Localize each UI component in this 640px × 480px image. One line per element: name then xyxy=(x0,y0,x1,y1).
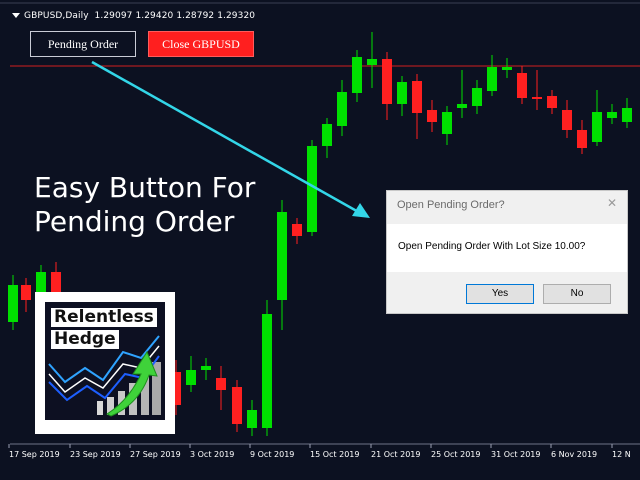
time-axis-label: 31 Oct 2019 xyxy=(491,450,541,459)
dialog-close-icon[interactable]: ✕ xyxy=(606,196,617,210)
bull-candle xyxy=(607,104,617,124)
time-axis-label: 23 Sep 2019 xyxy=(70,450,121,459)
time-axis: 17 Sep 2019 23 Sep 2019 27 Sep 2019 3 Oct 2… xyxy=(0,443,640,480)
bear-candle xyxy=(216,366,226,410)
bull-candle xyxy=(487,55,497,96)
logo-artwork: Relentless Hedge xyxy=(45,302,165,420)
dropdown-triangle-icon[interactable] xyxy=(12,13,20,18)
bull-candle xyxy=(367,32,377,88)
bull-candle xyxy=(337,80,347,136)
logo-word-hedge: Hedge xyxy=(51,330,119,349)
dialog-message: Open Pending Order With Lot Size 10.00? xyxy=(398,241,586,252)
bull-candle xyxy=(247,400,257,436)
logo-graph-icon xyxy=(48,335,161,417)
bull-candle xyxy=(262,300,272,436)
bull-candle xyxy=(8,275,18,330)
chart-title: GBPUSD,Daily 1.29097 1.29420 1.28792 1.2… xyxy=(12,11,255,21)
bull-candle xyxy=(622,98,632,128)
dialog-body: Open Pending Order With Lot Size 10.00? xyxy=(387,224,627,272)
open-pending-order-dialog: Open Pending Order? ✕ Open Pending Order… xyxy=(386,190,628,314)
bull-candle xyxy=(472,80,482,114)
close-gbpusd-button[interactable]: Close GBPUSD xyxy=(148,31,254,57)
axis-ticks xyxy=(8,443,640,448)
bear-candle xyxy=(427,100,437,132)
bull-candle xyxy=(201,358,211,380)
time-axis-label: 3 Oct 2019 xyxy=(190,450,235,459)
relentless-hedge-logo: Relentless Hedge xyxy=(35,292,175,434)
time-axis-label: 6 Nov 2019 xyxy=(551,450,598,459)
bear-candle xyxy=(547,90,557,114)
bear-candle xyxy=(577,120,587,154)
bull-candle xyxy=(397,76,407,116)
bear-candle xyxy=(532,70,542,110)
bull-candle xyxy=(502,58,512,78)
bear-candle xyxy=(292,218,302,244)
time-axis-label: 15 Oct 2019 xyxy=(310,450,360,459)
bull-candle xyxy=(442,106,452,145)
yes-button[interactable]: Yes xyxy=(466,284,534,304)
time-axis-label: 27 Sep 2019 xyxy=(130,450,181,459)
time-axis-label: 12 N xyxy=(612,450,631,459)
bull-candle xyxy=(457,70,467,118)
promo-caption: Easy Button For Pending Order xyxy=(34,171,256,238)
candles xyxy=(8,32,632,436)
bear-candle xyxy=(517,66,527,104)
no-button[interactable]: No xyxy=(543,284,611,304)
pending-order-button[interactable]: Pending Order xyxy=(30,31,136,57)
dialog-title: Open Pending Order? xyxy=(397,199,505,211)
bear-candle xyxy=(171,360,181,415)
bull-candle xyxy=(277,200,287,330)
bull-candle xyxy=(186,356,196,392)
time-axis-label: 21 Oct 2019 xyxy=(371,450,421,459)
annotation-arrow xyxy=(91,60,370,218)
bull-candle xyxy=(307,140,317,236)
bear-candle xyxy=(232,380,242,432)
time-axis-label: 9 Oct 2019 xyxy=(250,450,295,459)
bear-candle xyxy=(21,278,31,312)
time-axis-label: 17 Sep 2019 xyxy=(9,450,60,459)
logo-word-relentless: Relentless xyxy=(51,308,157,327)
bear-candle xyxy=(562,100,572,138)
bull-candle xyxy=(352,50,362,102)
bear-candle xyxy=(412,74,422,139)
bull-candle xyxy=(322,118,332,158)
time-axis-label: 25 Oct 2019 xyxy=(431,450,481,459)
chart-title-text: GBPUSD,Daily 1.29097 1.29420 1.28792 1.2… xyxy=(24,11,256,21)
bull-candle xyxy=(592,90,602,146)
bear-candle xyxy=(382,52,392,120)
